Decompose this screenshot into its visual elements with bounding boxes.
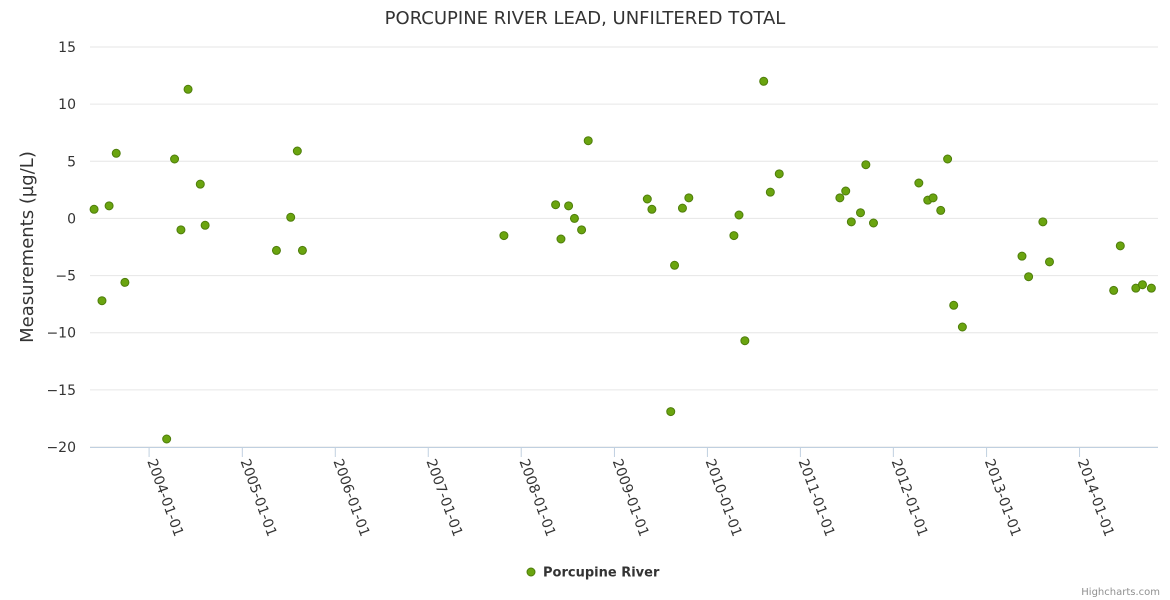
data-point[interactable] <box>841 186 851 196</box>
data-point[interactable] <box>835 193 845 203</box>
data-point[interactable] <box>89 204 99 214</box>
data-point[interactable] <box>569 213 579 223</box>
data-point[interactable] <box>914 178 924 188</box>
data-point[interactable] <box>577 225 587 235</box>
data-point[interactable] <box>868 218 878 228</box>
y-tick-label: 5 <box>67 154 76 170</box>
data-point[interactable] <box>957 322 967 332</box>
data-point[interactable] <box>734 210 744 220</box>
data-point[interactable] <box>677 203 687 213</box>
data-point[interactable] <box>729 231 739 241</box>
data-point[interactable] <box>499 231 509 241</box>
legend-marker[interactable] <box>526 567 536 577</box>
data-point[interactable] <box>684 193 694 203</box>
data-point[interactable] <box>765 187 775 197</box>
data-point[interactable] <box>195 179 205 189</box>
y-axis-label: Measurements (µg/L) <box>17 151 38 343</box>
data-point[interactable] <box>292 146 302 156</box>
data-point[interactable] <box>97 296 107 306</box>
data-point[interactable] <box>551 200 561 210</box>
data-point[interactable] <box>1146 283 1156 293</box>
data-point[interactable] <box>1038 217 1048 227</box>
legend[interactable]: Porcupine River <box>526 566 660 581</box>
data-points <box>89 76 1156 444</box>
data-point[interactable] <box>740 336 750 346</box>
data-point[interactable] <box>297 245 307 255</box>
chart-title: PORCUPINE RIVER LEAD, UNFILTERED TOTAL <box>385 8 786 29</box>
data-point[interactable] <box>162 434 172 444</box>
data-point[interactable] <box>271 245 281 255</box>
data-point[interactable] <box>583 136 593 146</box>
data-point[interactable] <box>928 193 938 203</box>
data-point[interactable] <box>647 204 657 214</box>
y-tick-label: −5 <box>55 269 76 285</box>
data-point[interactable] <box>666 407 676 417</box>
y-tick-label: −20 <box>46 440 76 456</box>
data-point[interactable] <box>846 217 856 227</box>
data-point[interactable] <box>1137 280 1147 290</box>
data-point[interactable] <box>943 154 953 164</box>
data-point[interactable] <box>564 201 574 211</box>
credits-link[interactable]: Highcharts.com <box>1081 587 1160 598</box>
y-tick-label: −15 <box>46 383 76 399</box>
y-tick-label: −10 <box>46 326 76 342</box>
y-tick-label: 0 <box>67 211 76 227</box>
data-point[interactable] <box>1017 251 1027 261</box>
data-point[interactable] <box>759 76 769 86</box>
data-point[interactable] <box>286 212 296 222</box>
data-point[interactable] <box>111 148 121 158</box>
legend-item-porcupine-river[interactable]: Porcupine River <box>543 566 660 581</box>
data-point[interactable] <box>170 154 180 164</box>
data-point[interactable] <box>1024 272 1034 282</box>
data-point[interactable] <box>120 277 130 287</box>
data-point[interactable] <box>670 260 680 270</box>
data-point[interactable] <box>200 220 210 230</box>
data-point[interactable] <box>642 194 652 204</box>
data-point[interactable] <box>556 234 566 244</box>
data-point[interactable] <box>861 160 871 170</box>
data-point[interactable] <box>1115 241 1125 251</box>
data-point[interactable] <box>855 208 865 218</box>
data-point[interactable] <box>936 205 946 215</box>
data-point[interactable] <box>774 169 784 179</box>
y-axis-tick-labels: 15 10 5 0 −5 −10 −15 −20 <box>46 40 76 456</box>
y-tick-label: 10 <box>58 97 76 113</box>
data-point[interactable] <box>104 201 114 211</box>
data-point[interactable] <box>176 225 186 235</box>
data-point[interactable] <box>1109 285 1119 295</box>
y-tick-label: 15 <box>58 40 76 56</box>
data-point[interactable] <box>949 300 959 310</box>
data-point[interactable] <box>1044 257 1054 267</box>
data-point[interactable] <box>183 84 193 94</box>
